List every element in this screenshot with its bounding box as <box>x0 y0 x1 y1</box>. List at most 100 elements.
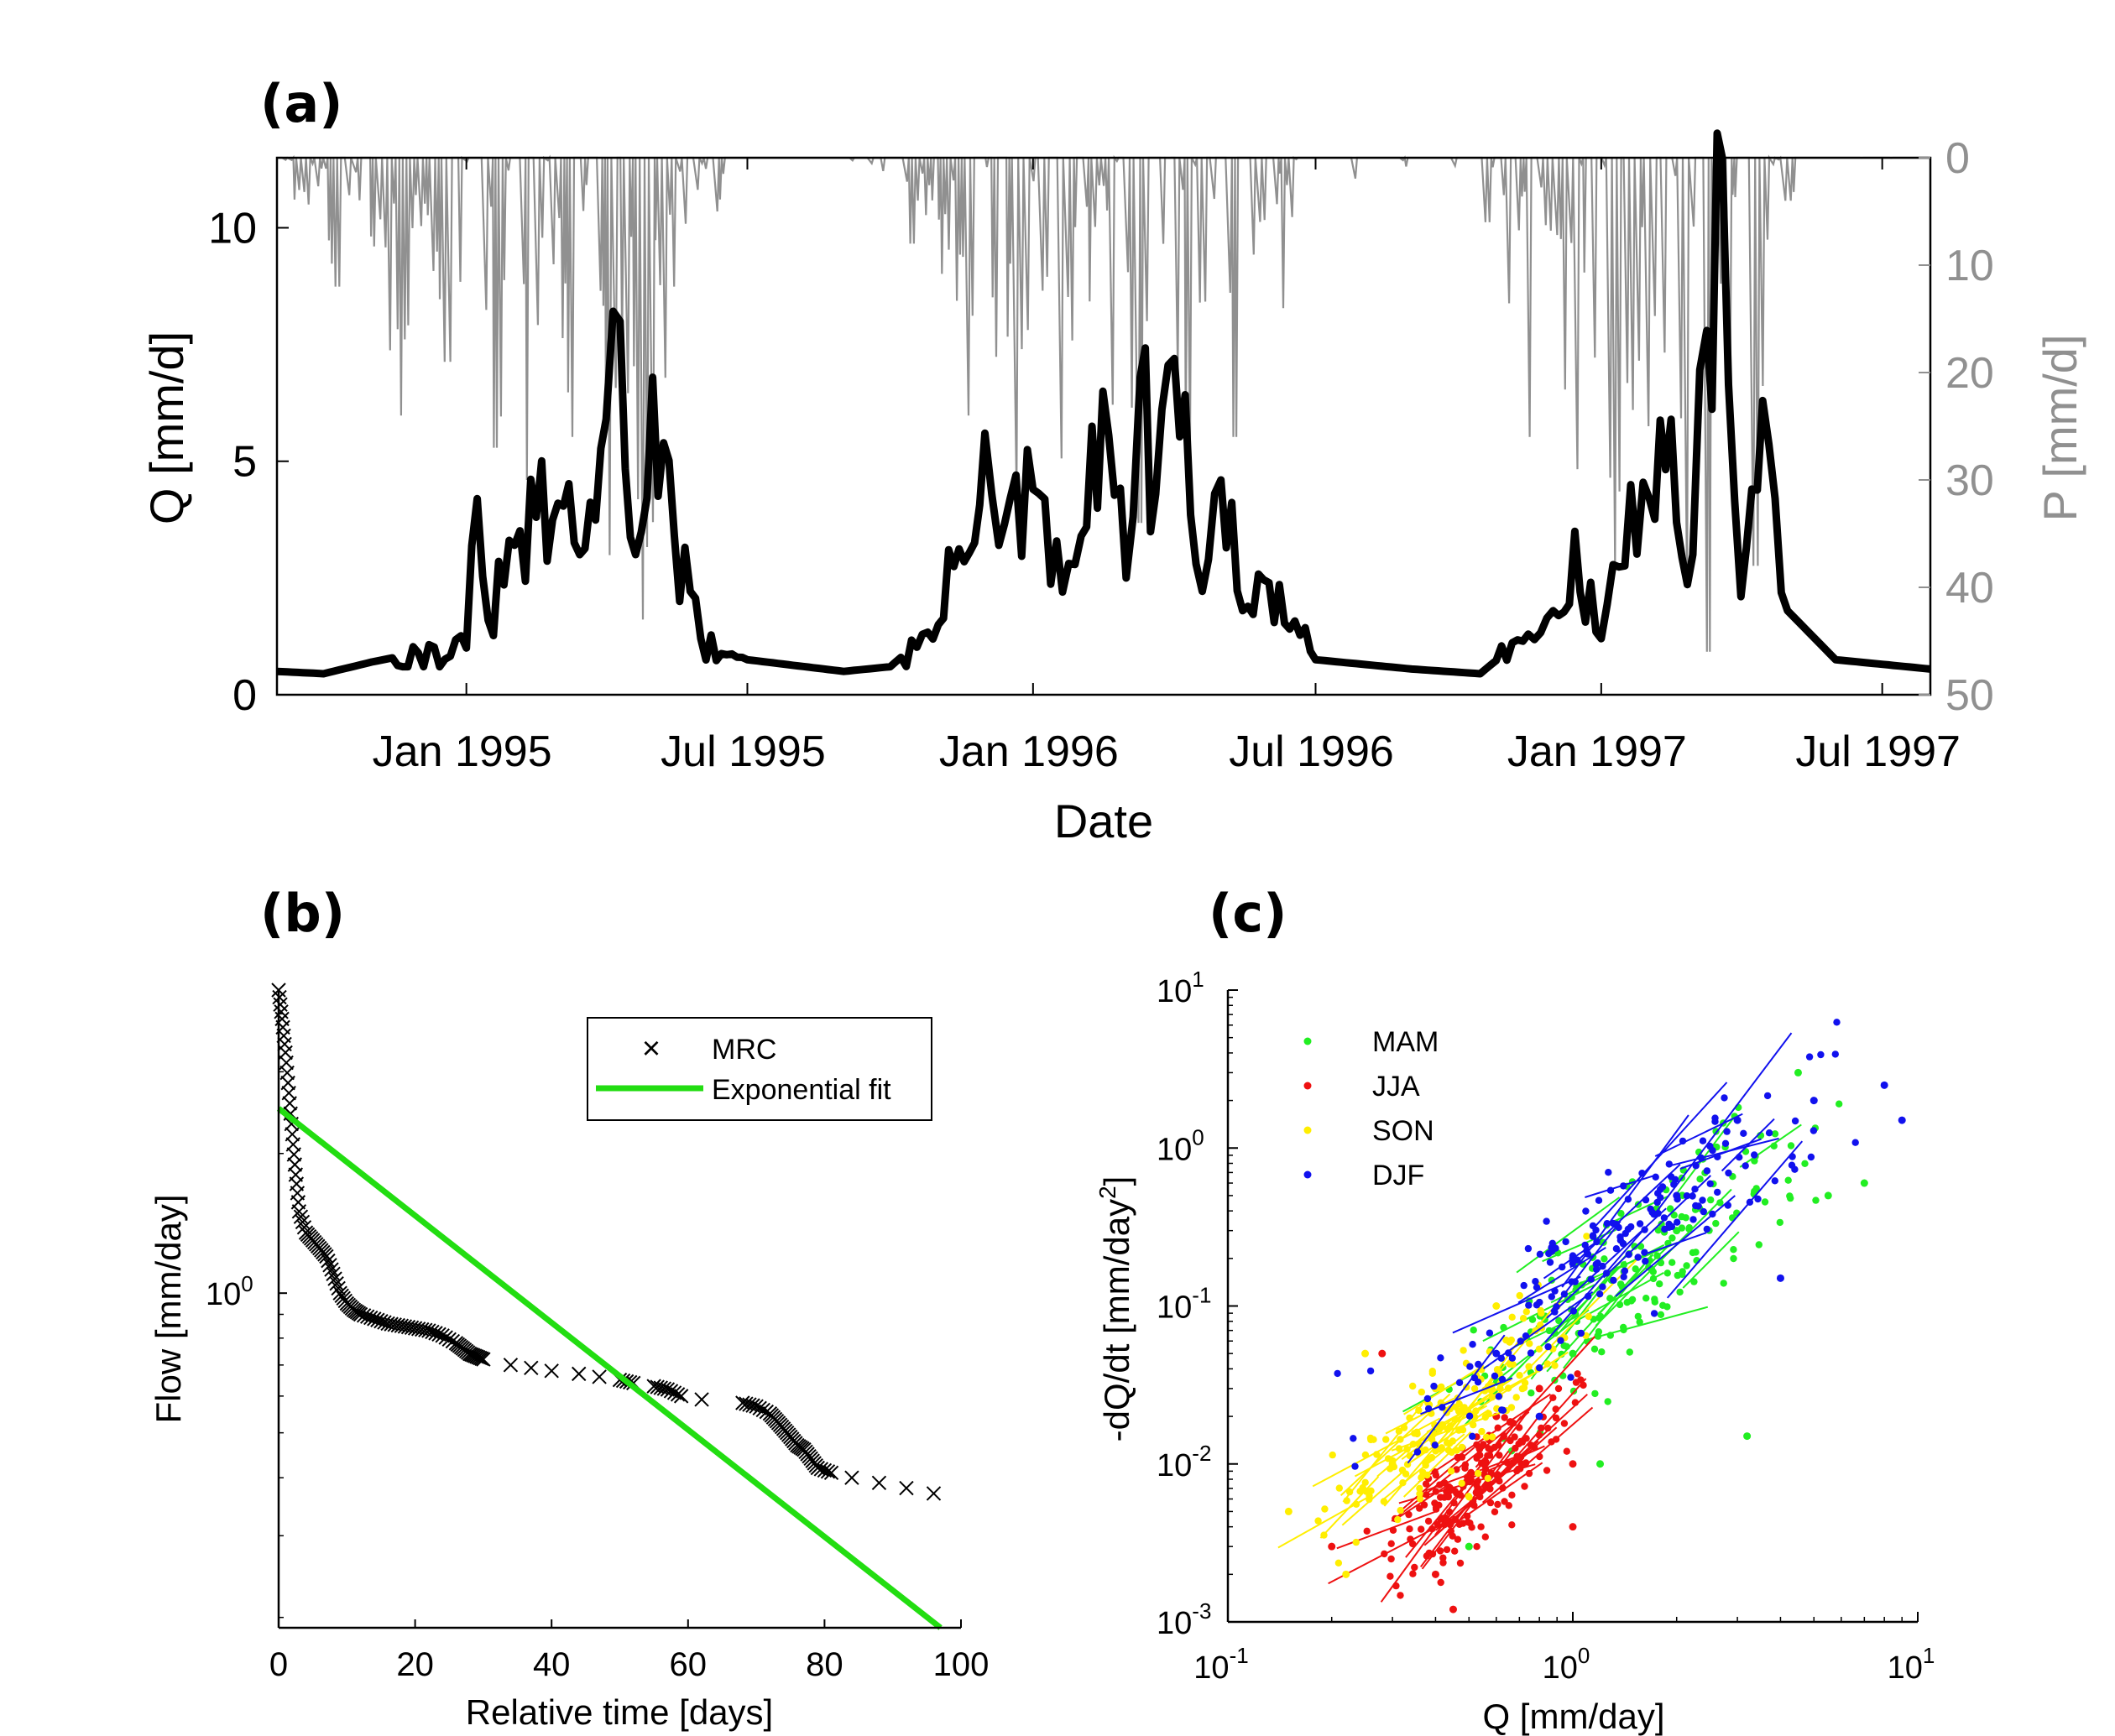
data-point <box>1397 1506 1404 1514</box>
data-point <box>1824 1191 1832 1200</box>
data-point <box>1700 1207 1708 1216</box>
data-point <box>1721 1094 1728 1102</box>
panel-a-plot-area <box>276 129 1931 678</box>
data-point <box>1725 1169 1732 1177</box>
mrc-point <box>273 997 288 1012</box>
legend-marker <box>1303 1037 1312 1045</box>
data-point <box>1721 1139 1730 1148</box>
recession-fit-line <box>1496 1378 1587 1480</box>
panel-a: (a) Jan 1995 Jul 1995 Jan 1996 Jul 1996 Jan … <box>140 73 2086 847</box>
data-point <box>1334 1369 1341 1378</box>
data-point <box>1491 1508 1499 1516</box>
data-point <box>1521 1483 1528 1490</box>
data-point <box>1418 1388 1426 1396</box>
mrc-point <box>524 1360 539 1376</box>
data-point <box>1535 1345 1543 1353</box>
data-point <box>1370 1436 1377 1443</box>
recession-fit-line <box>1277 1494 1372 1549</box>
data-point <box>1621 1267 1629 1275</box>
recession-fit-line <box>1421 1395 1556 1570</box>
data-point <box>1562 1238 1569 1246</box>
recession-fit-line <box>1434 1468 1512 1531</box>
data-point <box>1596 1460 1605 1468</box>
data-point <box>1598 1348 1606 1356</box>
mrc-point <box>441 1332 457 1348</box>
recession-fit-line <box>1478 1394 1588 1494</box>
data-point <box>1366 1367 1375 1375</box>
legend-fit-label: Exponential fit <box>712 1074 891 1106</box>
y-tick-label: 10-3 <box>1157 1598 1211 1641</box>
recession-fit-line <box>1666 1140 1804 1299</box>
data-point <box>1552 1414 1560 1422</box>
data-point <box>1447 1468 1455 1475</box>
data-point <box>1508 1491 1516 1499</box>
data-point <box>1661 1225 1668 1233</box>
mrc-point <box>755 1402 770 1418</box>
recession-fit-line <box>1615 1195 1736 1297</box>
data-point <box>1544 1342 1552 1351</box>
data-point <box>1851 1139 1859 1146</box>
data-point <box>1437 1354 1444 1362</box>
mrc-point <box>293 1209 309 1224</box>
data-point <box>1382 1436 1390 1443</box>
data-point <box>1444 1492 1452 1500</box>
x-tick-label: Jan 1996 <box>939 727 1119 776</box>
data-point <box>1460 1347 1467 1354</box>
data-point <box>1663 1269 1672 1277</box>
legend-label: SON <box>1372 1115 1434 1147</box>
data-point <box>1696 1176 1704 1183</box>
data-point <box>1660 1214 1668 1222</box>
data-point <box>1546 1259 1554 1266</box>
data-point <box>1776 1218 1783 1227</box>
data-point <box>1516 1291 1523 1300</box>
data-point <box>1594 1259 1601 1267</box>
data-point <box>1535 1384 1543 1393</box>
data-point <box>1636 1220 1644 1228</box>
recession-fit-line <box>1585 1174 1656 1198</box>
x-tick-label: 40 <box>533 1646 571 1683</box>
data-point <box>1397 1592 1404 1599</box>
x-tick-label: 20 <box>396 1646 434 1683</box>
data-point <box>1751 1151 1758 1159</box>
data-point <box>1563 1447 1571 1455</box>
data-point <box>1670 1212 1678 1219</box>
data-point <box>1439 1559 1447 1567</box>
x-tick-label: Jan 1997 <box>1507 727 1687 776</box>
recession-fit-line <box>1319 1476 1380 1539</box>
panel-a-axes-box <box>275 156 1932 696</box>
mrc-point <box>295 1214 311 1230</box>
mrc-point <box>326 1266 341 1282</box>
recession-fit-line <box>1392 1484 1448 1522</box>
data-point <box>1569 1349 1577 1358</box>
data-point <box>1519 1315 1528 1322</box>
data-point <box>1665 1160 1674 1168</box>
data-point <box>1533 1301 1541 1309</box>
recession-fit-line <box>1407 1409 1490 1465</box>
recession-fit-line <box>1341 1469 1406 1526</box>
panel-c: (c) 10-1 100 101 101 100 10-1 10-2 10-3 Q [mm/… <box>1094 883 1935 1736</box>
legend-mrc-label: MRC <box>712 1034 776 1066</box>
data-point <box>1755 1241 1762 1249</box>
data-point <box>1641 1249 1648 1256</box>
x-tick-label: Jul 1995 <box>661 727 826 776</box>
data-point <box>1526 1340 1533 1348</box>
data-point <box>1469 1341 1476 1348</box>
recession-fit-line <box>1403 1364 1485 1415</box>
data-point <box>1786 1192 1794 1200</box>
data-point <box>1585 1312 1593 1321</box>
data-point <box>1455 1400 1463 1408</box>
recession-fit-line <box>1739 1123 1802 1168</box>
data-point <box>1351 1462 1359 1470</box>
data-point <box>1784 1176 1792 1184</box>
data-point <box>1668 1259 1676 1266</box>
recession-fit-line <box>1458 1462 1543 1522</box>
legend-marker <box>1303 1082 1312 1090</box>
data-point <box>1508 1354 1517 1362</box>
recession-fit-line <box>1340 1393 1451 1497</box>
data-point <box>1498 1406 1506 1414</box>
panel-a-y-ticks: 0 5 10 <box>208 204 289 720</box>
data-point <box>1536 1250 1544 1259</box>
data-point <box>1692 1249 1700 1256</box>
legend-marker <box>1303 1126 1312 1134</box>
legend-marker <box>1303 1170 1312 1179</box>
